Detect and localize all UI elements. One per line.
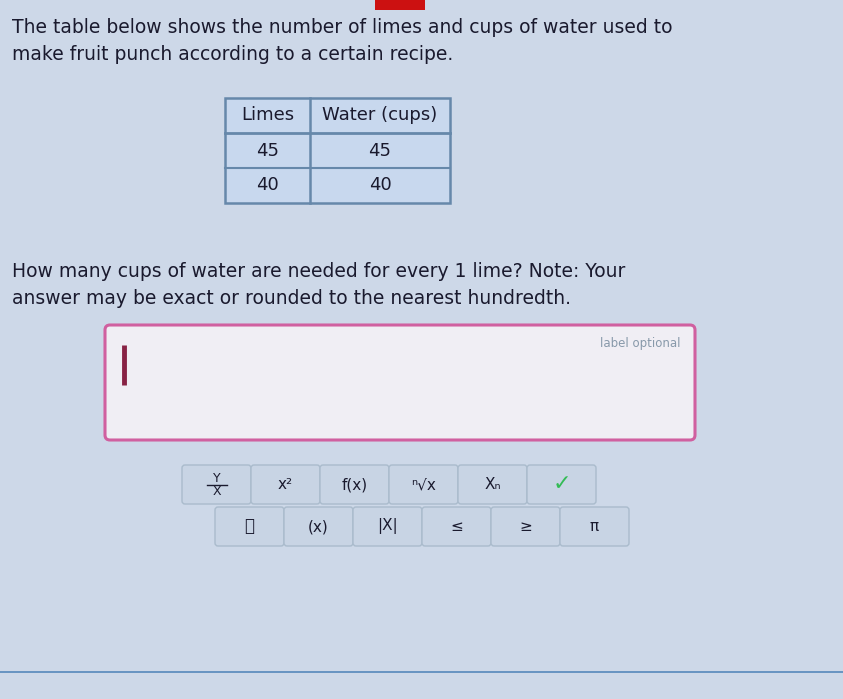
Text: ≤: ≤ [450,519,463,534]
Text: 🗑: 🗑 [244,517,255,535]
FancyBboxPatch shape [105,325,695,440]
FancyBboxPatch shape [225,98,450,203]
Text: ≥: ≥ [519,519,532,534]
FancyBboxPatch shape [560,507,629,546]
Text: |X|: |X| [377,519,398,535]
Text: ✓: ✓ [552,475,571,494]
FancyBboxPatch shape [215,507,284,546]
FancyBboxPatch shape [458,465,527,504]
Text: 40: 40 [256,177,279,194]
Text: Xₙ: Xₙ [484,477,501,492]
Text: X: X [212,485,221,498]
Text: π: π [590,519,599,534]
Text: 40: 40 [368,177,391,194]
FancyBboxPatch shape [389,465,458,504]
Text: How many cups of water are needed for every 1 lime? Note: Your
answer may be exa: How many cups of water are needed for ev… [12,262,626,308]
Text: label optional: label optional [599,337,680,350]
Text: 45: 45 [368,141,391,159]
FancyBboxPatch shape [491,507,560,546]
FancyBboxPatch shape [422,507,491,546]
Text: x²: x² [278,477,293,492]
Text: 45: 45 [256,141,279,159]
FancyBboxPatch shape [182,465,251,504]
Text: The table below shows the number of limes and cups of water used to
make fruit p: The table below shows the number of lime… [12,18,673,64]
FancyBboxPatch shape [375,0,425,10]
FancyBboxPatch shape [320,465,389,504]
Text: Y: Y [212,472,220,485]
FancyBboxPatch shape [353,507,422,546]
Text: (x): (x) [309,519,329,534]
FancyBboxPatch shape [527,465,596,504]
FancyBboxPatch shape [284,507,353,546]
Text: ⁿ√x: ⁿ√x [411,477,436,492]
Text: Limes: Limes [241,106,294,124]
Text: Water (cups): Water (cups) [322,106,438,124]
FancyBboxPatch shape [251,465,320,504]
Text: f(x): f(x) [341,477,368,492]
